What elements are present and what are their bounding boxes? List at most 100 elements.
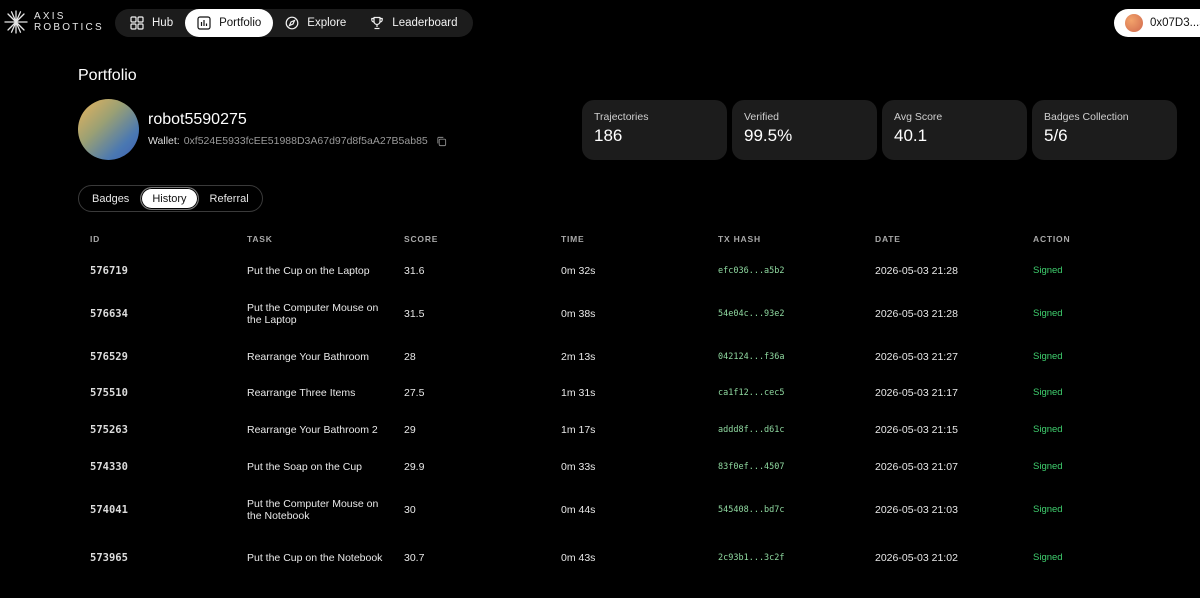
column-header-time[interactable]: TIME bbox=[561, 234, 585, 244]
cell-time: 0m 32s bbox=[561, 264, 596, 277]
copy-icon[interactable] bbox=[436, 136, 447, 147]
cell-score: 29 bbox=[404, 423, 416, 436]
cell-id: 575263 bbox=[90, 423, 128, 436]
page-title: Portfolio bbox=[78, 67, 137, 84]
cell-action: Signed bbox=[1033, 503, 1063, 515]
wallet-connect-button[interactable]: 0x07D3...5 bbox=[1114, 9, 1200, 37]
nav-item-leaderboard[interactable]: Leaderboard bbox=[358, 9, 469, 37]
wallet-line: Wallet: 0xf524E5933fcEE51988D3A67d97d8f5… bbox=[148, 135, 447, 147]
cell-id: 574041 bbox=[90, 503, 128, 516]
cell-tx-hash[interactable]: 545408...bd7c bbox=[718, 504, 785, 515]
cell-action: Signed bbox=[1033, 350, 1063, 362]
stat-label: Avg Score bbox=[894, 111, 943, 123]
cell-date: 2026-05-03 21:28 bbox=[875, 307, 958, 320]
cell-action: Signed bbox=[1033, 460, 1063, 472]
username: robot5590275 bbox=[148, 111, 247, 128]
wallet-avatar bbox=[1125, 14, 1143, 32]
stat-label: Verified bbox=[744, 111, 780, 123]
cell-date: 2026-05-03 21:15 bbox=[875, 423, 958, 436]
cell-task: Put the Computer Mouse on the Laptop bbox=[247, 301, 379, 327]
cell-task: Put the Cup on the Notebook bbox=[247, 551, 383, 564]
nav-label: Explore bbox=[307, 17, 347, 29]
stat-label: Trajectories bbox=[594, 111, 649, 123]
cell-tx-hash[interactable]: 54e04c...93e2 bbox=[718, 308, 785, 319]
cell-time: 0m 44s bbox=[561, 503, 596, 516]
cell-score: 30.7 bbox=[404, 551, 425, 564]
cell-score: 29.9 bbox=[404, 460, 425, 473]
cell-tx-hash[interactable]: 2c93b1...3c2f bbox=[718, 552, 785, 563]
cell-tx-hash[interactable]: 042124...f36a bbox=[718, 351, 785, 362]
cell-score: 30 bbox=[404, 503, 416, 516]
cell-task: Rearrange Three Items bbox=[247, 386, 356, 399]
nav-item-explore[interactable]: Explore bbox=[273, 9, 358, 37]
column-header-id[interactable]: ID bbox=[90, 234, 101, 244]
cell-time: 0m 43s bbox=[561, 551, 596, 564]
cell-tx-hash[interactable]: addd8f...d61c bbox=[718, 424, 785, 435]
cell-time: 1m 31s bbox=[561, 386, 596, 399]
tab-referral[interactable]: Referral bbox=[209, 192, 249, 205]
wallet-label: Wallet: bbox=[148, 135, 180, 147]
cell-score: 28 bbox=[404, 350, 416, 363]
compass-icon bbox=[285, 16, 299, 30]
cell-date: 2026-05-03 21:28 bbox=[875, 264, 958, 277]
cell-id: 576529 bbox=[90, 350, 128, 363]
stat-card-badges-collection: Badges Collection 5/6 bbox=[1032, 100, 1177, 160]
stat-card-trajectories: Trajectories 186 bbox=[582, 100, 727, 160]
top-nav: Hub Portfolio Explore Lead bbox=[115, 9, 473, 37]
cell-action: Signed bbox=[1033, 551, 1063, 563]
nav-label: Portfolio bbox=[219, 17, 262, 29]
cell-tx-hash[interactable]: ca1f12...cec5 bbox=[718, 387, 785, 398]
stat-card-avg-score: Avg Score 40.1 bbox=[882, 100, 1027, 160]
column-header-action[interactable]: ACTION bbox=[1033, 234, 1071, 244]
chart-icon bbox=[197, 16, 211, 30]
nav-label: Hub bbox=[152, 17, 174, 29]
cell-action: Signed bbox=[1033, 307, 1063, 319]
cell-date: 2026-05-03 21:03 bbox=[875, 503, 958, 516]
avatar bbox=[78, 99, 139, 160]
column-header-tx-hash[interactable]: TX HASH bbox=[718, 234, 761, 244]
cell-tx-hash[interactable]: 83f0ef...4507 bbox=[718, 461, 785, 472]
cell-date: 2026-05-03 21:07 bbox=[875, 460, 958, 473]
cell-task: Put the Computer Mouse on the Notebook bbox=[247, 497, 379, 523]
stat-value: 40.1 bbox=[894, 126, 928, 145]
cell-time: 0m 38s bbox=[561, 307, 596, 320]
tab-history[interactable]: History bbox=[140, 187, 199, 210]
column-header-date[interactable]: DATE bbox=[875, 234, 901, 244]
column-header-task[interactable]: TASK bbox=[247, 234, 273, 244]
grid-icon bbox=[130, 16, 144, 30]
stats-row: Trajectories 186 Verified 99.5% Avg Scor… bbox=[582, 100, 1177, 160]
starburst-logo-icon bbox=[4, 10, 28, 34]
portfolio-tabs: Badges History Referral bbox=[78, 185, 263, 212]
nav-item-portfolio[interactable]: Portfolio bbox=[185, 9, 274, 37]
brand-line-2: ROBOTICS bbox=[34, 22, 104, 33]
cell-task: Rearrange Your Bathroom bbox=[247, 350, 369, 363]
cell-score: 27.5 bbox=[404, 386, 425, 399]
cell-date: 2026-05-03 21:02 bbox=[875, 551, 958, 564]
stat-label: Badges Collection bbox=[1044, 111, 1129, 123]
stat-card-verified: Verified 99.5% bbox=[732, 100, 877, 160]
cell-task: Put the Cup on the Laptop bbox=[247, 264, 370, 277]
stat-value: 186 bbox=[594, 126, 623, 145]
cell-action: Signed bbox=[1033, 386, 1063, 398]
nav-label: Leaderboard bbox=[392, 17, 458, 29]
cell-id: 574330 bbox=[90, 460, 128, 473]
trophy-icon bbox=[371, 16, 384, 30]
stat-value: 5/6 bbox=[1044, 126, 1068, 145]
cell-tx-hash[interactable]: efc036...a5b2 bbox=[718, 265, 785, 276]
cell-action: Signed bbox=[1033, 264, 1063, 276]
cell-date: 2026-05-03 21:17 bbox=[875, 386, 958, 399]
nav-item-hub[interactable]: Hub bbox=[118, 9, 185, 37]
wallet-button-label: 0x07D3...5 bbox=[1150, 17, 1200, 29]
cell-time: 2m 13s bbox=[561, 350, 596, 363]
column-header-score[interactable]: SCORE bbox=[404, 234, 439, 244]
tab-badges[interactable]: Badges bbox=[92, 192, 130, 205]
cell-score: 31.5 bbox=[404, 307, 425, 320]
brand-logo[interactable]: AXIS ROBOTICS bbox=[4, 10, 104, 34]
cell-score: 31.6 bbox=[404, 264, 425, 277]
cell-time: 0m 33s bbox=[561, 460, 596, 473]
cell-id: 573965 bbox=[90, 551, 128, 564]
wallet-address: 0xf524E5933fcEE51988D3A67d97d8f5aA27B5ab… bbox=[183, 135, 428, 147]
cell-task: Put the Soap on the Cup bbox=[247, 460, 363, 473]
brand-wordmark: AXIS ROBOTICS bbox=[34, 11, 104, 33]
cell-id: 576634 bbox=[90, 307, 128, 320]
